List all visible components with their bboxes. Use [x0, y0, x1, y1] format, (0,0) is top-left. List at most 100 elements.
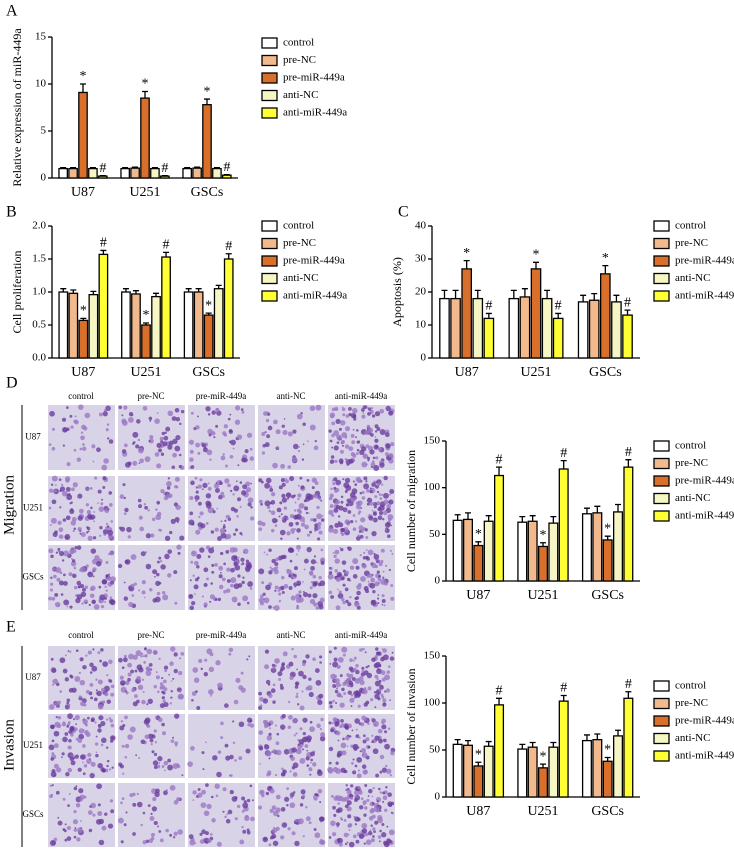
- legend-label: anti-NC: [675, 732, 710, 744]
- cell-stain: [246, 828, 250, 832]
- cell-stain: [268, 693, 273, 699]
- cell-stain: [51, 427, 56, 431]
- cell-stain: [93, 697, 98, 702]
- cell-stain: [97, 811, 103, 817]
- cell-stain: [188, 594, 194, 600]
- cell-stain: [352, 834, 357, 839]
- row-label: GSCs: [22, 572, 44, 582]
- cell-stain: [318, 839, 324, 845]
- cell-stain: [310, 565, 315, 571]
- cell-stain: [354, 483, 358, 486]
- cell-stain: [144, 505, 149, 510]
- cell-stain: [190, 560, 194, 564]
- cell-stain: [349, 492, 356, 498]
- cell-stain: [158, 448, 162, 453]
- cell-stain: [353, 656, 357, 660]
- cell-stain: [156, 591, 161, 596]
- cell-stain: [266, 434, 271, 439]
- cell-stain: [234, 564, 241, 571]
- cell-stain: [76, 545, 82, 550]
- cell-stain: [377, 835, 382, 839]
- cell-stain: [249, 587, 253, 590]
- cell-stain: [89, 487, 93, 490]
- cell-stain: [96, 447, 101, 453]
- bar: [602, 539, 613, 582]
- error-bar: [613, 294, 620, 302]
- cell-stain: [100, 502, 104, 506]
- cell-stain: [307, 512, 310, 514]
- cell-stain: [268, 605, 272, 609]
- cell-stain: [280, 554, 285, 560]
- significance-marker: #: [225, 239, 232, 254]
- cell-stain: [317, 788, 323, 794]
- cell-stain: [347, 814, 352, 819]
- error-bar: [195, 288, 202, 292]
- cell-stain: [334, 558, 340, 564]
- cell-stain: [98, 506, 105, 512]
- cell-stain: [283, 584, 289, 589]
- cell-stain: [164, 431, 167, 435]
- cell-stain: [223, 589, 227, 594]
- y-tick-label: 0: [41, 172, 47, 184]
- cell-stain: [238, 721, 245, 728]
- cell-stain: [180, 409, 185, 414]
- cell-stain: [108, 573, 111, 576]
- cell-stain: [320, 557, 326, 563]
- cell-stain: [371, 734, 374, 737]
- error-bar: [89, 167, 96, 169]
- cell-stain: [314, 439, 317, 443]
- cell-stain: [137, 438, 141, 442]
- cell-stain: [127, 662, 133, 668]
- cell-stain: [258, 730, 264, 735]
- cell-stain: [85, 723, 88, 727]
- cell-stain: [328, 721, 332, 725]
- cell-stain: [73, 810, 77, 814]
- cell-stain: [77, 515, 83, 521]
- bar: [517, 748, 528, 798]
- cell-stain: [63, 599, 70, 606]
- cell-stain: [97, 728, 102, 733]
- cell-stain: [200, 523, 206, 529]
- cell-stain: [241, 825, 244, 829]
- cell-stain: [265, 679, 271, 685]
- cell-stain: [361, 828, 368, 834]
- cell-stain: [333, 646, 337, 650]
- cell-stain: [228, 647, 234, 653]
- cell-stain: [161, 690, 164, 694]
- cell-stain: [51, 739, 55, 743]
- cell-stain: [250, 505, 253, 509]
- cell-stain: [359, 491, 363, 495]
- cell-stain: [386, 825, 389, 828]
- cell-stain: [388, 840, 393, 844]
- cell-stain: [295, 606, 300, 610]
- y-tick-label: 30: [415, 253, 427, 265]
- cell-stain: [372, 786, 375, 790]
- cell-stain: [343, 692, 347, 695]
- cell-stain: [373, 465, 380, 471]
- error-bar: [550, 741, 557, 748]
- cell-stain: [61, 559, 65, 562]
- cell-stain: [106, 525, 110, 528]
- cell-stain: [347, 546, 352, 551]
- cell-stain: [105, 522, 109, 526]
- y-tick-label: 2.0: [32, 220, 46, 232]
- error-bar: [560, 459, 567, 469]
- cell-stain: [172, 736, 175, 739]
- error-bar: [544, 289, 551, 299]
- cell-stain: [346, 577, 351, 582]
- significance-marker: *: [475, 747, 482, 762]
- cell-stain: [306, 546, 312, 553]
- cell-stain: [195, 486, 199, 489]
- error-bar: [151, 167, 158, 169]
- cell-stain: [82, 587, 86, 592]
- legend-swatch: [261, 54, 278, 67]
- cell-stain: [79, 820, 82, 822]
- cell-stain: [264, 482, 271, 489]
- cell-stain: [158, 791, 160, 793]
- cell-stain: [307, 440, 309, 443]
- cell-stain: [344, 458, 347, 461]
- cell-stain: [290, 756, 295, 761]
- cell-stain: [137, 447, 144, 454]
- cell-stain: [299, 727, 303, 731]
- cell-stain: [328, 509, 334, 515]
